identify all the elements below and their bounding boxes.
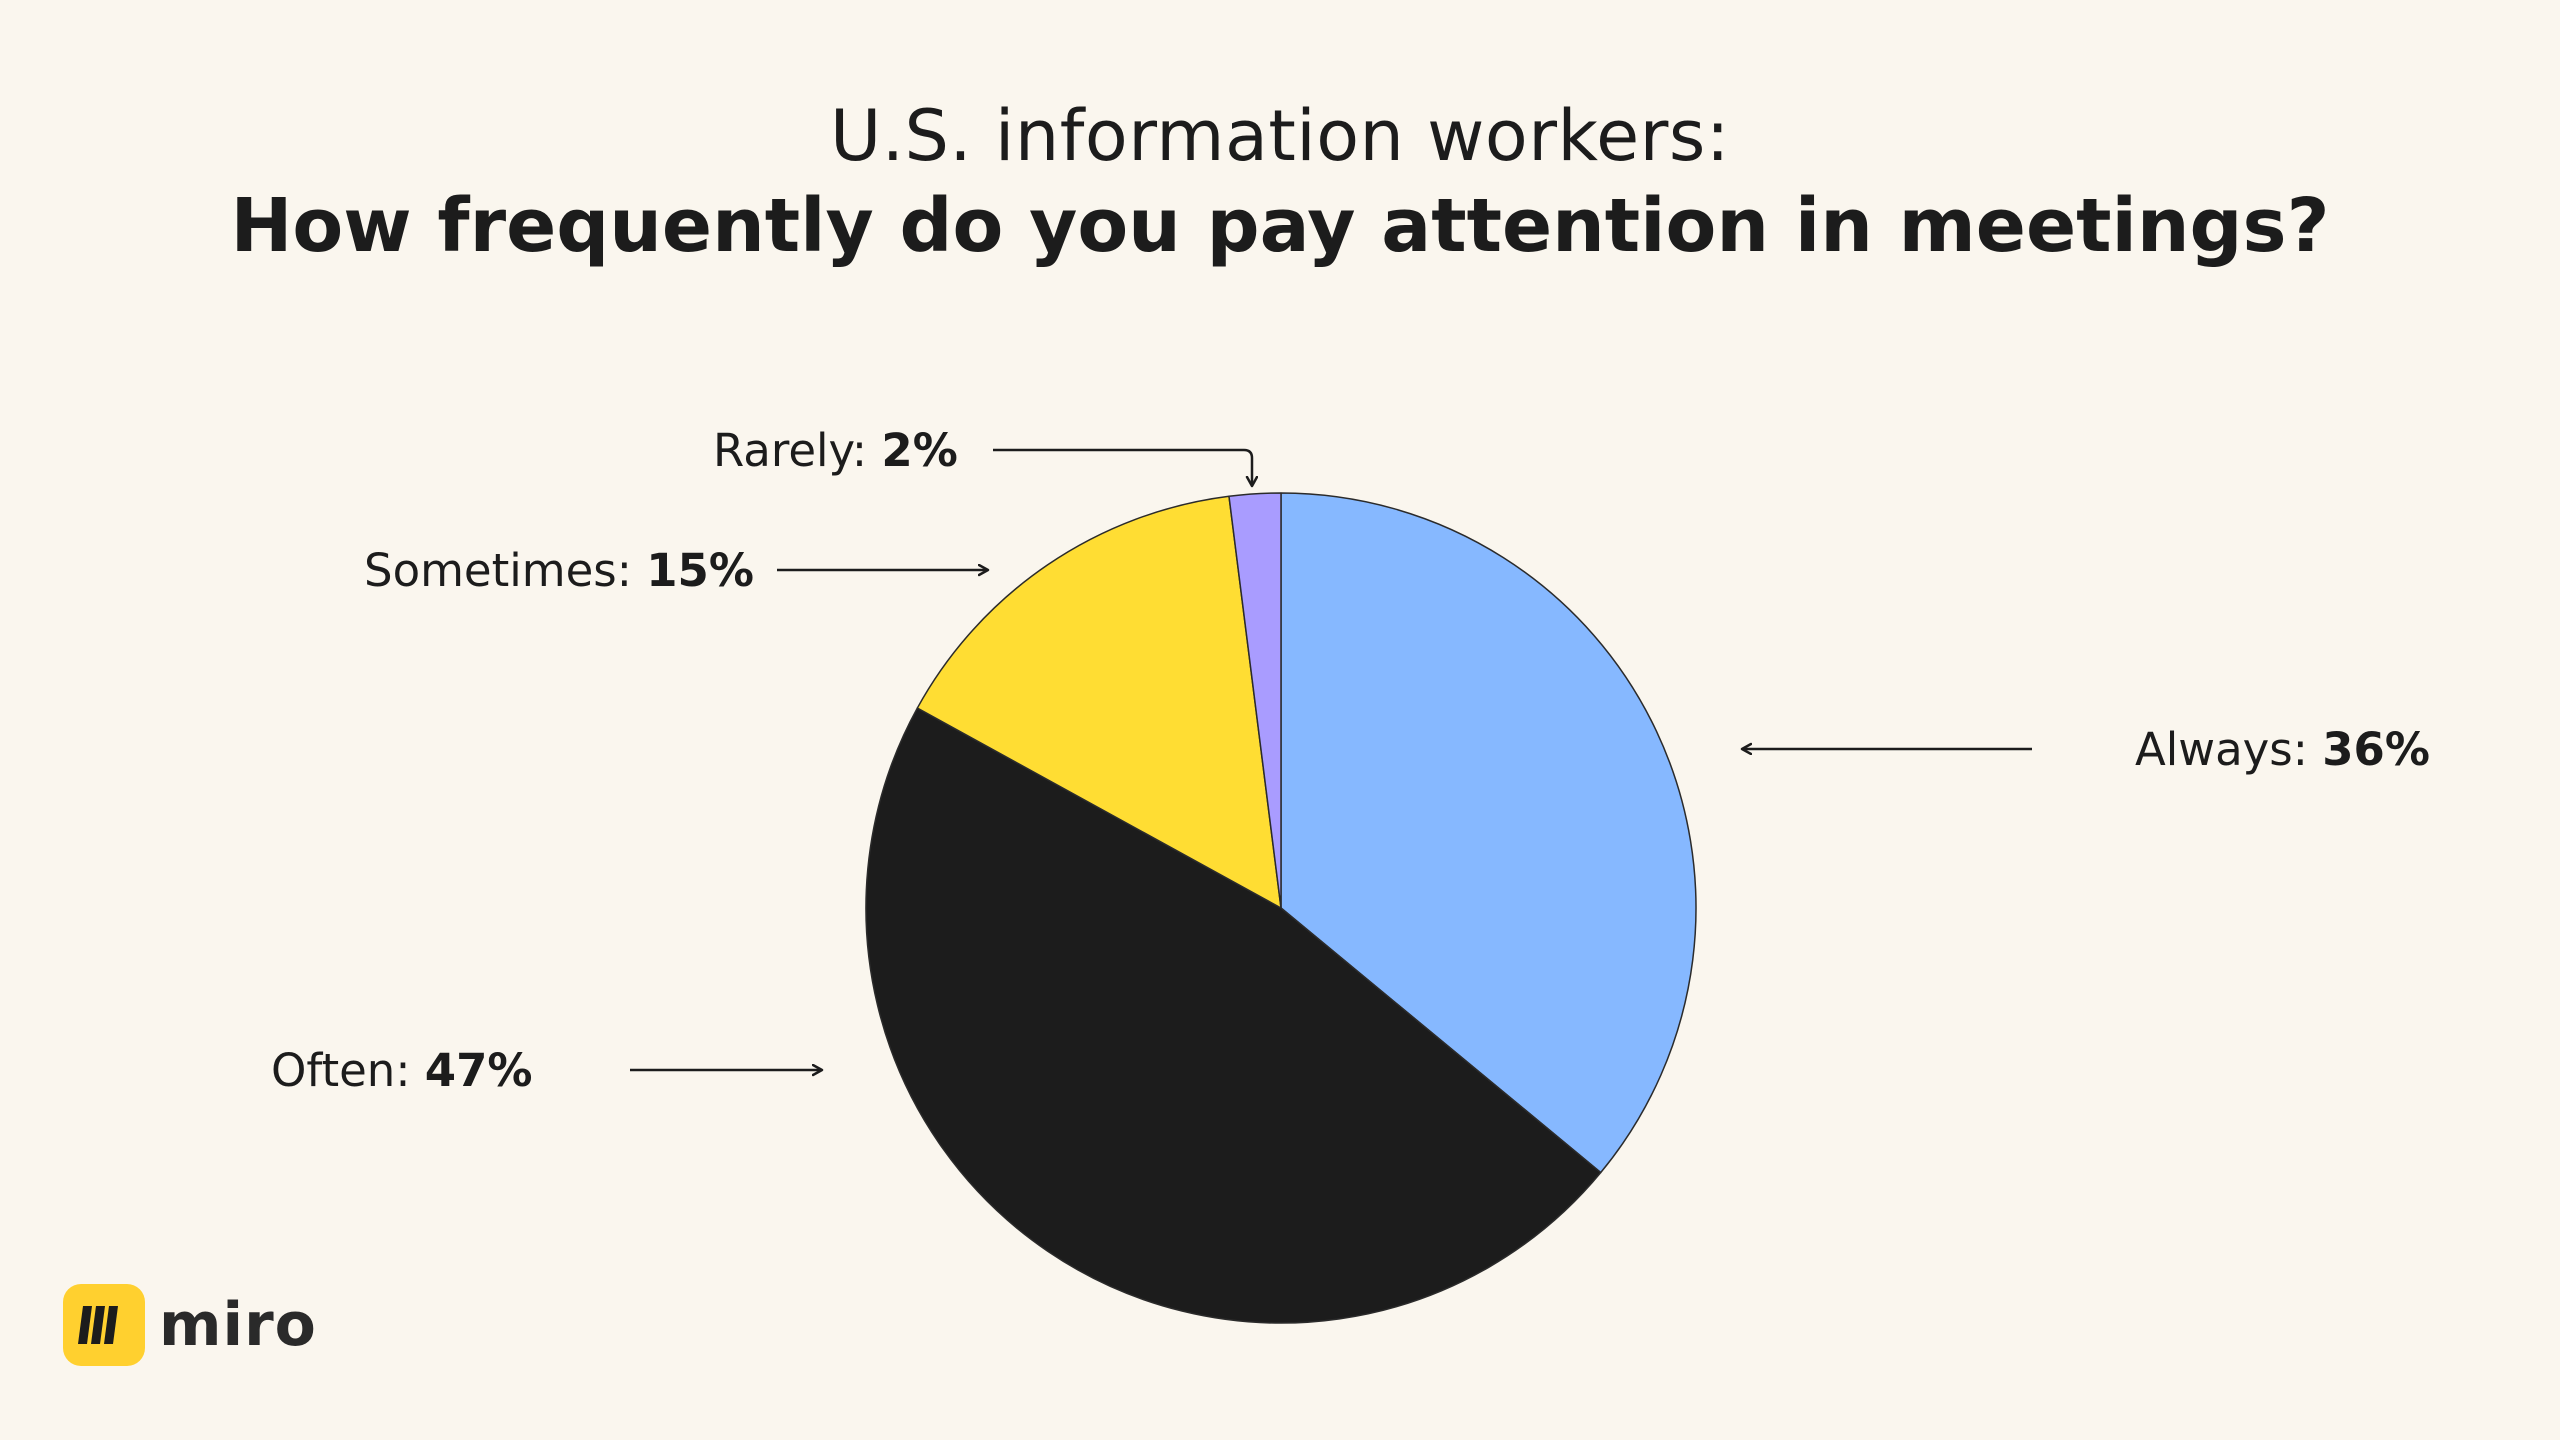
slice-label-often-value: 47% [424, 1044, 533, 1097]
slice-label-always-name: Always: [2135, 723, 2308, 776]
slice-label-often-name: Often: [271, 1044, 411, 1097]
slice-label-rarely: Rarely: 2% [713, 428, 958, 473]
pie-slice-sometimes [916, 495, 1282, 909]
miro-logo-icon [63, 1284, 145, 1366]
slice-label-sometimes-name: Sometimes: [364, 544, 632, 597]
leader-arrow-rarely [993, 448, 1252, 486]
pie-slice-always [1280, 492, 1697, 1174]
slice-label-rarely-name: Rarely: [713, 424, 868, 477]
pie-slice-often [865, 707, 1602, 1324]
leader-arrows [630, 448, 2032, 1070]
slice-label-always: Always: 36% [2135, 727, 2430, 772]
slice-label-always-value: 36% [2322, 723, 2430, 776]
pie-slices [865, 492, 1697, 1324]
miro-logo-text: miro [159, 1290, 317, 1360]
chart-title-line2: How frequently do you pay attention in m… [230, 183, 2330, 269]
miro-logo: miro [63, 1284, 317, 1366]
chart-title-line1: U.S. information workers: [830, 95, 1730, 177]
pie-slice-rarely [1228, 492, 1282, 909]
slice-label-often: Often: 47% [271, 1048, 533, 1093]
slice-label-rarely-value: 2% [881, 424, 958, 477]
slice-label-sometimes: Sometimes: 15% [364, 548, 754, 593]
slice-label-sometimes-value: 15% [646, 544, 754, 597]
